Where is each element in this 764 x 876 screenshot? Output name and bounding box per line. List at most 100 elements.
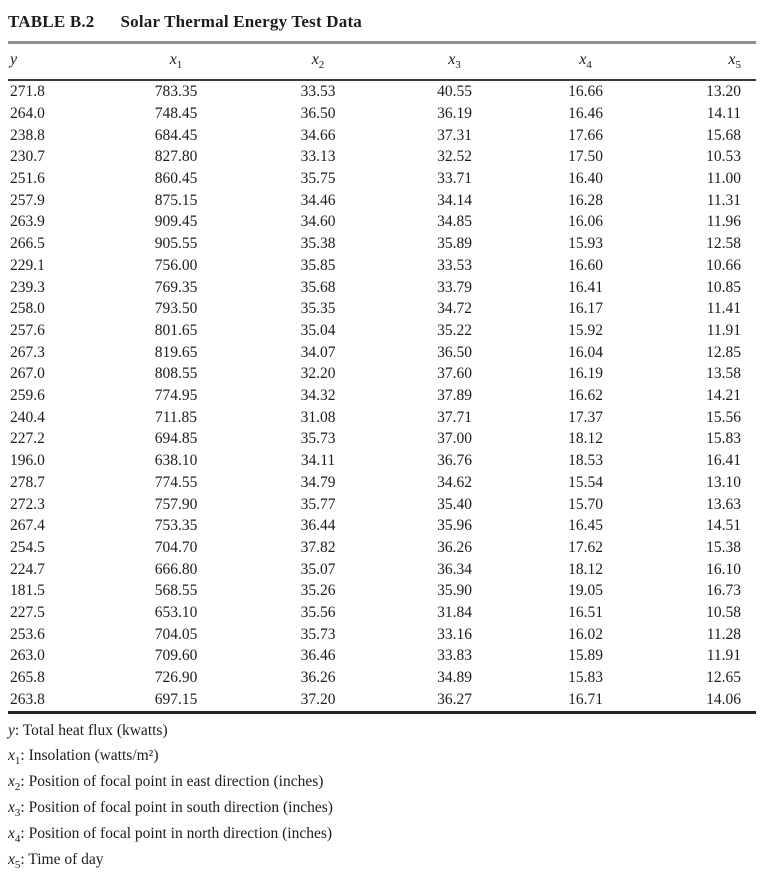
cell: 16.62 — [568, 387, 603, 405]
cell: 12.85 — [706, 343, 741, 361]
cell: 33.83 — [437, 647, 472, 665]
cell: 267.3 — [10, 343, 45, 361]
cell: 278.7 — [10, 473, 45, 491]
cell: 11.41 — [706, 300, 741, 318]
cell: 33.53 — [300, 83, 336, 101]
cell: 18.53 — [568, 452, 603, 470]
cell: 13.10 — [706, 473, 741, 491]
cell: 238.8 — [10, 126, 45, 144]
cell: 15.38 — [706, 538, 741, 556]
cell: 17.62 — [568, 538, 603, 556]
cell: 16.17 — [568, 300, 603, 318]
cell: 15.83 — [568, 669, 603, 687]
cell: 16.66 — [568, 83, 603, 101]
cell: 16.60 — [568, 256, 603, 274]
cell: 14.11 — [706, 104, 741, 122]
column-header: x4 — [579, 51, 592, 72]
cell: 227.2 — [10, 430, 45, 448]
cell: 37.60 — [437, 365, 472, 383]
cell: 827.80 — [154, 148, 198, 166]
table-row: 264.0 748.45 36.50 36.19 16.46 14.11 — [8, 103, 756, 125]
cell: 15.89 — [568, 647, 603, 665]
cell: 11.91 — [706, 647, 741, 665]
cell: 34.07 — [300, 343, 336, 361]
cell: 753.35 — [154, 517, 198, 535]
cell: 10.58 — [706, 604, 741, 622]
cell: 11.28 — [706, 625, 741, 643]
cell: 684.45 — [154, 126, 198, 144]
cell: 34.14 — [437, 191, 472, 209]
cell: 33.13 — [300, 148, 336, 166]
table-row: 230.7 827.80 33.13 32.52 17.50 10.53 — [8, 146, 756, 168]
cell: 34.79 — [300, 473, 336, 491]
cell: 13.63 — [706, 495, 741, 513]
cell: 704.05 — [154, 625, 198, 643]
cell: 37.71 — [437, 408, 472, 426]
cell: 16.41 — [568, 278, 603, 296]
cell: 11.96 — [706, 213, 741, 231]
table-row: 278.7 774.55 34.79 34.62 15.54 13.10 — [8, 472, 756, 494]
cell: 240.4 — [10, 408, 45, 426]
cell: 254.5 — [10, 538, 45, 556]
cell: 34.60 — [300, 213, 336, 231]
table-row: 253.6 704.05 35.73 33.16 16.02 11.28 — [8, 624, 756, 646]
footnotes: y: Total heat flux (kwatts) x1: Insolatio… — [8, 721, 756, 876]
cell: 16.46 — [568, 104, 603, 122]
cell: 704.70 — [154, 538, 198, 556]
cell: 37.82 — [300, 538, 336, 556]
cell: 33.71 — [437, 170, 472, 187]
cell: 11.00 — [706, 170, 741, 187]
cell: 16.41 — [706, 452, 741, 470]
table-row: 266.5 905.55 35.38 35.89 15.93 12.58 — [8, 233, 756, 255]
footnote: x4: Position of focal point in north dir… — [8, 825, 333, 846]
cell: 905.55 — [154, 235, 198, 253]
cell: 33.79 — [437, 278, 472, 296]
cell: 875.15 — [154, 191, 198, 209]
table-row: 251.6 860.45 35.75 33.71 16.40 11.00 — [8, 168, 756, 190]
cell: 35.38 — [300, 235, 336, 253]
page-title: Solar Thermal Energy Test Data — [120, 12, 363, 31]
cell: 263.9 — [10, 213, 45, 231]
cell: 819.65 — [154, 343, 198, 361]
cell: 34.32 — [300, 387, 336, 405]
cell: 756.00 — [154, 256, 198, 274]
table-row: 181.5 568.55 35.26 35.90 19.05 16.73 — [8, 580, 756, 602]
cell: 711.85 — [154, 408, 198, 426]
cell: 35.75 — [300, 170, 336, 187]
cell: 568.55 — [154, 582, 198, 600]
data-table: y x1 x2 x3 x4 x5 271.8 783.35 33.53 40.55 16.66 13… — [8, 44, 756, 714]
cell: 259.6 — [10, 387, 45, 405]
table-label: TABLE B.2 — [8, 12, 95, 31]
cell: 15.70 — [568, 495, 603, 513]
cell: 36.46 — [300, 647, 336, 665]
cell: 36.50 — [300, 104, 336, 122]
footnote: x2: Position of focal point in east dire… — [8, 773, 324, 794]
cell: 783.35 — [154, 83, 198, 101]
cell: 32.52 — [437, 148, 472, 166]
cell: 181.5 — [10, 582, 45, 600]
cell: 909.45 — [154, 213, 198, 231]
cell: 16.45 — [568, 517, 603, 535]
cell: 271.8 — [10, 83, 45, 101]
cell: 32.20 — [300, 365, 336, 383]
cell: 17.66 — [568, 126, 603, 144]
table-header: y x1 x2 x3 x4 x5 — [8, 44, 756, 81]
cell: 17.37 — [568, 408, 603, 426]
cell: 229.1 — [10, 256, 45, 274]
cell: 793.50 — [154, 300, 198, 318]
cell: 12.58 — [706, 235, 741, 253]
cell: 769.35 — [154, 278, 198, 296]
column-header: x1 — [169, 51, 183, 72]
cell: 35.07 — [300, 560, 336, 578]
table-row: 267.4 753.35 36.44 35.96 16.45 14.51 — [8, 515, 756, 537]
cell: 16.06 — [568, 213, 603, 231]
cell: 638.10 — [154, 452, 198, 470]
table-row: 229.1 756.00 35.85 33.53 16.60 10.66 — [8, 255, 756, 277]
cell: 196.0 — [10, 452, 45, 470]
table-row: 257.6 801.65 35.04 35.22 15.92 11.91 — [8, 320, 756, 342]
cell: 12.65 — [706, 669, 741, 687]
cell: 11.91 — [706, 321, 741, 339]
cell: 16.10 — [706, 560, 741, 578]
cell: 37.31 — [437, 126, 472, 144]
cell: 37.20 — [300, 690, 336, 708]
